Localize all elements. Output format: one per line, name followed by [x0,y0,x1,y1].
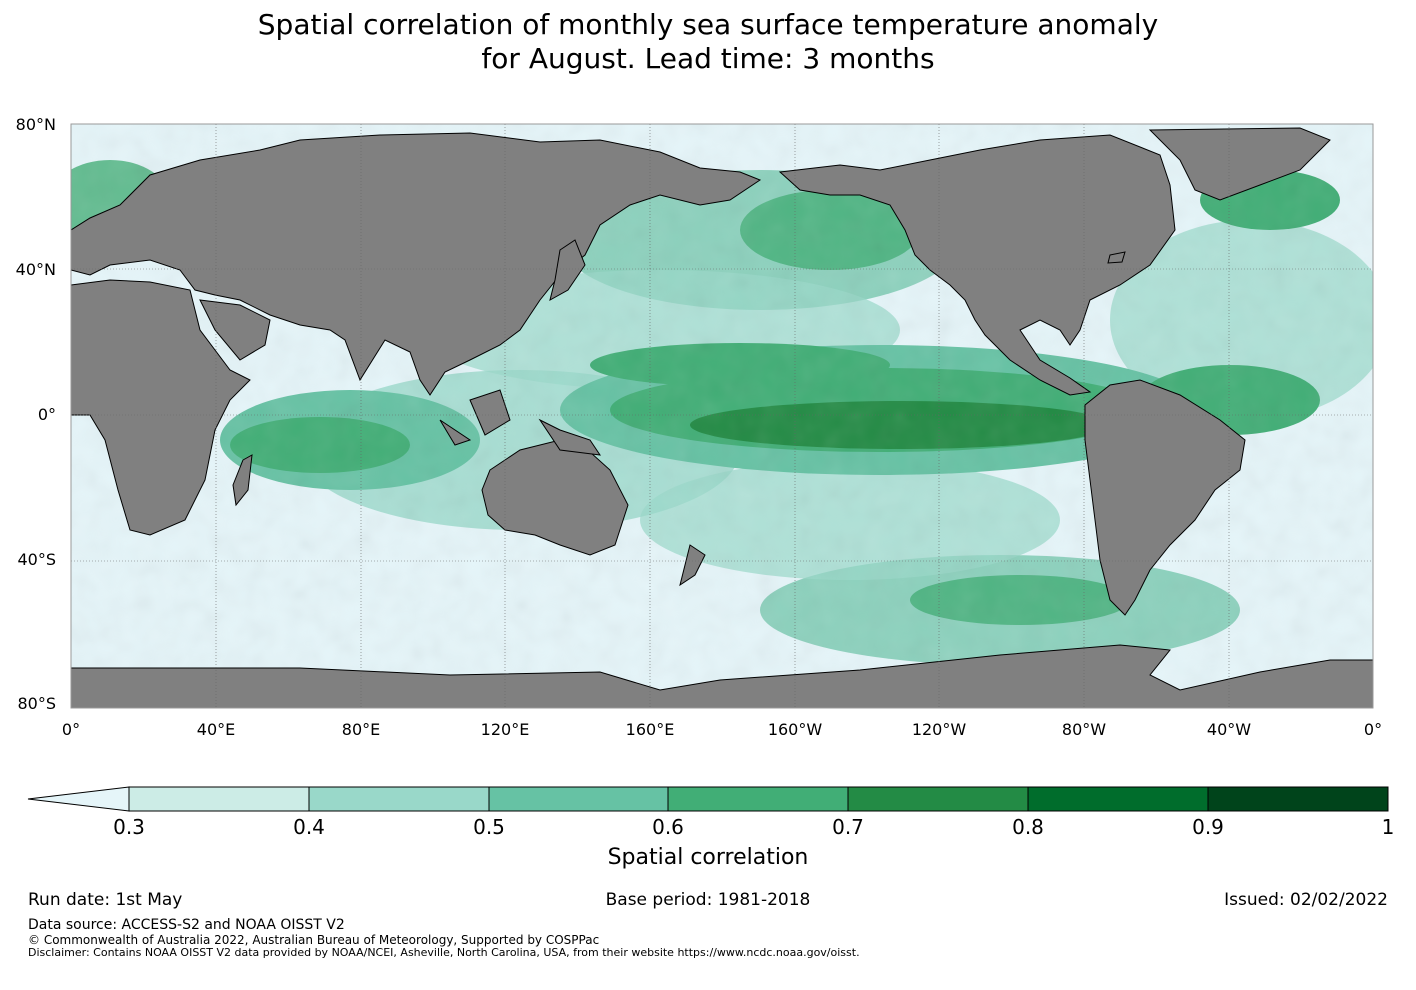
madagascar [232,454,253,507]
lon-label-160w: 160°W [767,720,823,739]
africa [71,279,251,536]
lon-label-40w: 40°W [1206,720,1252,739]
disclaimer: Disclaimer: Contains NOAA OISST V2 data … [28,946,860,959]
colorbar-segment-3 [489,787,668,811]
colorbar-tick-1: 1 [1381,815,1395,839]
colorbar-under-extension [27,786,130,812]
data-source: Data source: ACCESS-S2 and NOAA OISST V2 [28,917,345,933]
lat-label-80s: 80°S [17,694,56,713]
issued-date: Issued: 02/02/2022 [1224,890,1388,910]
colorbar-segment-7 [1208,787,1388,811]
map-title: Spatial correlation of monthly sea surfa… [0,8,1416,76]
colorbar-tick-0.8: 0.8 [1012,815,1044,839]
title-line-2: for August. Lead time: 3 months [481,42,935,75]
colorbar-tick-0.9: 0.9 [1192,815,1224,839]
greenland [1148,127,1331,201]
colorbar-tick-0.4: 0.4 [293,815,325,839]
colorbar-segment-4 [668,787,848,811]
lon-label-80e: 80°E [341,720,381,739]
colorbar-segment-5 [848,787,1028,811]
base-period: Base period: 1981-2018 [605,890,811,910]
lat-label-40n: 40°N [15,260,56,279]
copyright-notice: © Commonwealth of Australia 2022, Austra… [28,933,600,947]
lat-label-0: 0° [37,405,56,424]
map-gridlines [71,124,1373,708]
colorbar-segment-2 [309,787,489,811]
antarctica [71,644,1373,708]
lon-label-0-east: 0° [1363,720,1383,739]
arabia [199,299,271,361]
lon-label-120e: 120°E [480,720,530,739]
colorbar-tick-0.7: 0.7 [832,815,864,839]
run-date: Run date: 1st May [28,890,183,910]
colorbar-tick-0.6: 0.6 [652,815,684,839]
colorbar [27,786,1389,812]
colorbar-tick-0.5: 0.5 [473,815,505,839]
south-america [1084,379,1246,616]
new-zealand [679,544,706,587]
colorbar-label: Spatial correlation [607,845,809,870]
eurasia [71,132,762,396]
colorbar-frame [128,786,1389,812]
japan [549,239,586,301]
land-masses [71,127,1373,708]
maritime-continent [439,389,602,456]
colorbar-segment-1 [129,787,309,811]
north-america [778,134,1176,396]
colorbar-segment-6 [1028,787,1208,811]
map-frame [70,123,1374,709]
lon-label-80w: 80°W [1061,720,1107,739]
lon-label-0-west: 0° [61,720,81,739]
colorbar-tick-0.3: 0.3 [113,815,145,839]
lat-label-80n: 80°N [15,115,56,134]
lon-label-120w: 120°W [911,720,967,739]
lon-label-40e: 40°E [196,720,236,739]
title-line-1: Spatial correlation of monthly sea surfa… [257,8,1159,41]
lon-label-160e: 160°E [625,720,675,739]
lat-label-40s: 40°S [17,550,56,569]
iceland [1107,251,1126,264]
